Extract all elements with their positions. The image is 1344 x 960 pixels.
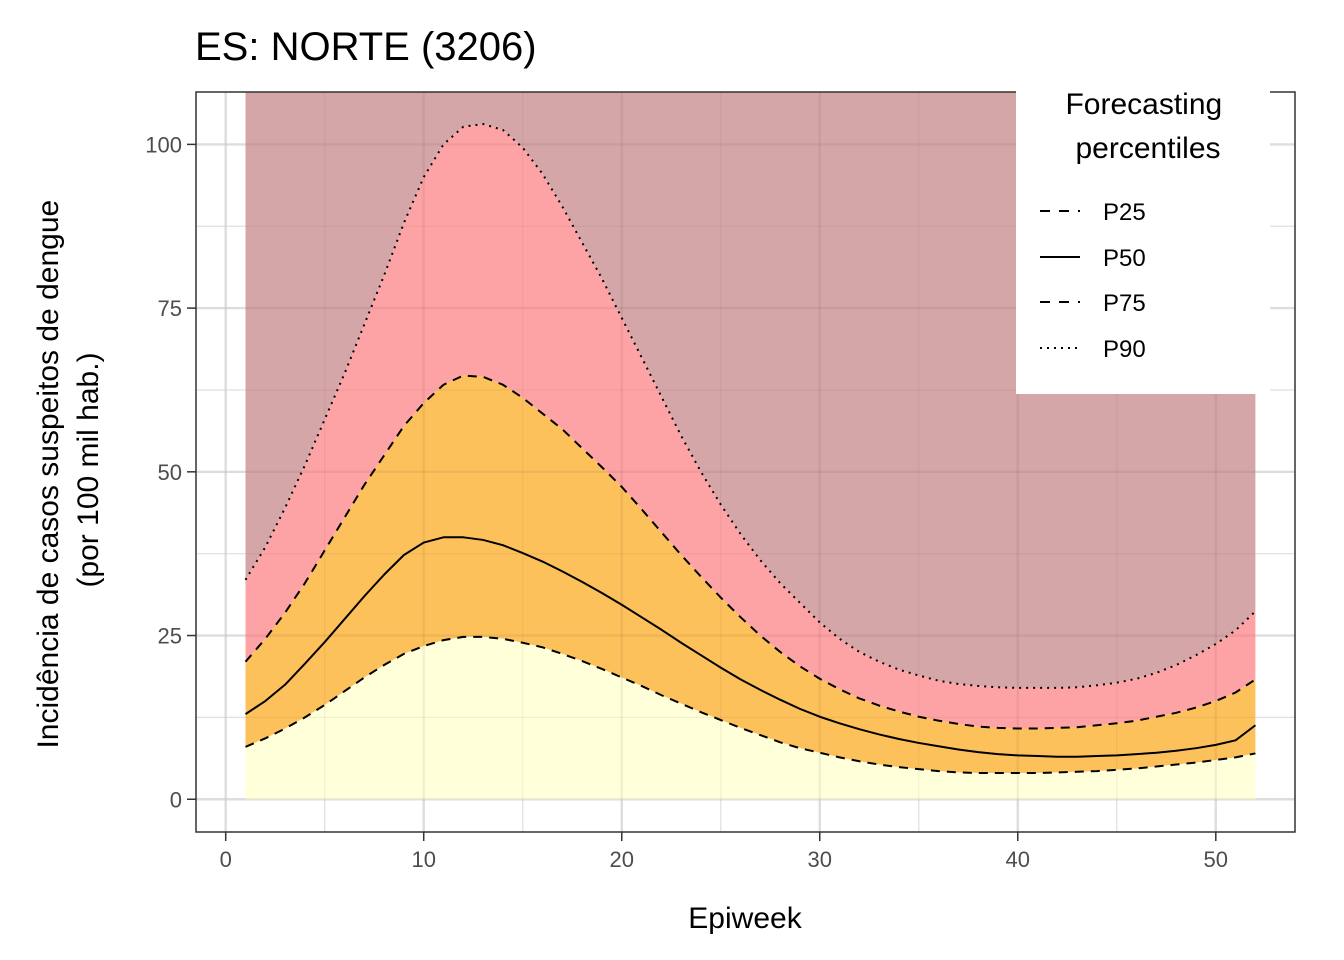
y-tick-label: 50: [158, 460, 182, 485]
x-tick-label: 10: [411, 847, 435, 872]
y-tick-label: 0: [170, 787, 182, 812]
legend-label-p50: P50: [1103, 245, 1146, 272]
legend-entry-p25: P25: [1040, 199, 1146, 226]
x-tick-label: 40: [1006, 847, 1030, 872]
legend-title-line-2: percentiles: [1075, 132, 1220, 165]
legend: Forecasting percentiles P25 P50 P75 P90: [1016, 80, 1270, 394]
band-p25-p75: [245, 375, 1256, 774]
line-p25: [245, 635, 1256, 775]
legend-title-line-1: Forecasting: [1065, 88, 1222, 121]
x-axis-title: Epiweek: [688, 902, 802, 935]
x-tick-label: 50: [1204, 847, 1228, 872]
x-tick-label: 20: [609, 847, 633, 872]
legend-label-p75: P75: [1103, 290, 1146, 317]
y-axis: 0 25 50 75 100: [145, 132, 196, 812]
legend-entry-p90: P90: [1040, 336, 1146, 363]
y-axis-title: Incidência de casos suspeitos de dengue …: [32, 191, 105, 748]
chart-title: ES: NORTE (3206): [195, 25, 537, 69]
x-tick-label: 0: [220, 847, 232, 872]
legend-entry-p75: P75: [1040, 290, 1146, 317]
band-p75-p90: [245, 124, 1256, 729]
legend-entry-p50: P50: [1040, 245, 1146, 272]
y-tick-label: 25: [158, 624, 182, 649]
percentile-lines: [244, 123, 1257, 775]
legend-label-p90: P90: [1103, 336, 1146, 363]
y-tick-label: 75: [158, 296, 182, 321]
line-p50: [244, 536, 1257, 758]
legend-title: Forecasting percentiles: [1065, 88, 1230, 165]
legend-background: [1016, 80, 1270, 394]
percentile-bands: [245, 92, 1256, 800]
y-axis-title-line-2: (por 100 mil hab.): [72, 352, 105, 587]
grid-major-overlay: [196, 92, 1295, 832]
x-tick-label: 30: [808, 847, 832, 872]
plot-panel-border: [195, 91, 1296, 833]
legend-label-p25: P25: [1103, 199, 1146, 226]
y-axis-title-line-1: Incidência de casos suspeitos de dengue: [32, 200, 65, 749]
y-tick-label: 100: [145, 132, 182, 157]
band-above-p90: [245, 92, 1256, 688]
x-axis: 0 10 20 30 40 50: [220, 832, 1228, 872]
band-below-p25: [245, 636, 1256, 800]
